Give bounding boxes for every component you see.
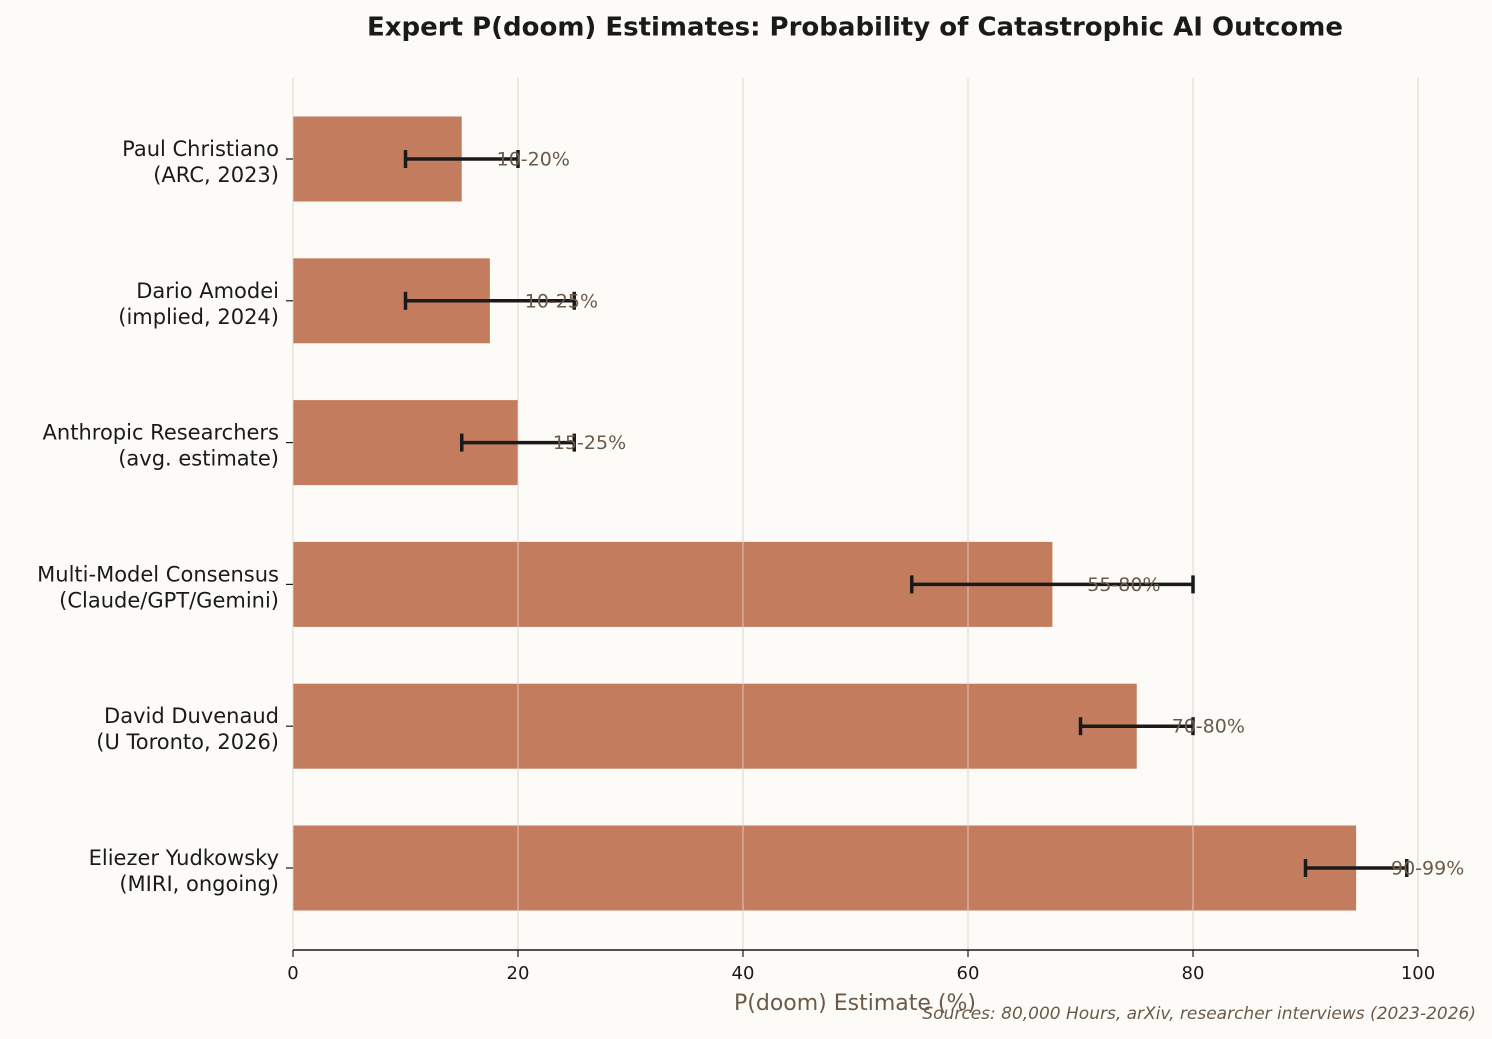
error-bar bbox=[460, 433, 576, 452]
y-tick-label-line: Paul Christiano bbox=[122, 137, 279, 161]
range-label: 10-25% bbox=[525, 290, 598, 312]
x-tick-label: 100 bbox=[1401, 963, 1435, 984]
error-bar bbox=[403, 150, 520, 168]
range-label: 90-99% bbox=[1391, 858, 1464, 880]
x-tick-label: 40 bbox=[732, 963, 755, 984]
x-tick-label: 80 bbox=[1182, 963, 1205, 984]
y-tick-label-line: Eliezer Yudkowsky bbox=[89, 846, 279, 870]
y-tick-label-line: (avg. estimate) bbox=[118, 447, 279, 471]
x-tick-label: 0 bbox=[287, 963, 298, 984]
y-tick-label: Dario Amodei (implied, 2024) bbox=[118, 279, 279, 329]
y-tick-label: Multi-Model Consensus (Claude/GPT/Gemini) bbox=[37, 562, 279, 612]
y-tick-label: Eliezer Yudkowsky (MIRI, ongoing) bbox=[89, 846, 279, 896]
y-tick-label: Paul Christiano (ARC, 2023) bbox=[122, 137, 279, 187]
y-tick-label-line: (U Toronto, 2026) bbox=[96, 730, 279, 754]
error-bar bbox=[1078, 717, 1195, 736]
range-label: 10-20% bbox=[497, 149, 570, 171]
y-tick-label-line: (Claude/GPT/Gemini) bbox=[59, 588, 279, 612]
range-label: 55-80% bbox=[1087, 574, 1160, 596]
y-tick-label-line: (MIRI, ongoing) bbox=[119, 872, 279, 896]
y-tick-label: David Duvenaud (U Toronto, 2026) bbox=[96, 704, 279, 754]
error-bar bbox=[910, 575, 1195, 594]
x-tick-label: 60 bbox=[957, 963, 980, 984]
y-tick-label-line: Dario Amodei bbox=[136, 279, 279, 303]
y-tick-label-line: (ARC, 2023) bbox=[153, 163, 279, 187]
error-bar bbox=[403, 291, 576, 310]
range-label: 70-80% bbox=[1172, 716, 1245, 738]
x-axis-label: P(doom) Estimate (%) bbox=[734, 991, 976, 1016]
error-bar bbox=[1303, 859, 1409, 877]
y-tick-label-line: David Duvenaud bbox=[104, 704, 279, 728]
range-label: 15-25% bbox=[553, 432, 626, 454]
chart-title: Expert P(doom) Estimates: Probability of… bbox=[367, 13, 1343, 43]
bar bbox=[293, 825, 1357, 911]
x-tick-label: 20 bbox=[507, 963, 530, 984]
y-tick-label-line: Multi-Model Consensus bbox=[37, 562, 279, 586]
y-tick-label: Anthropic Researchers (avg. estimate) bbox=[43, 421, 279, 471]
y-tick-label-line: Anthropic Researchers bbox=[43, 421, 279, 445]
bar bbox=[293, 683, 1137, 769]
source-note: Sources: 80,000 Hours, arXiv, researcher… bbox=[922, 1004, 1476, 1024]
y-tick-label-line: (implied, 2024) bbox=[118, 305, 279, 329]
